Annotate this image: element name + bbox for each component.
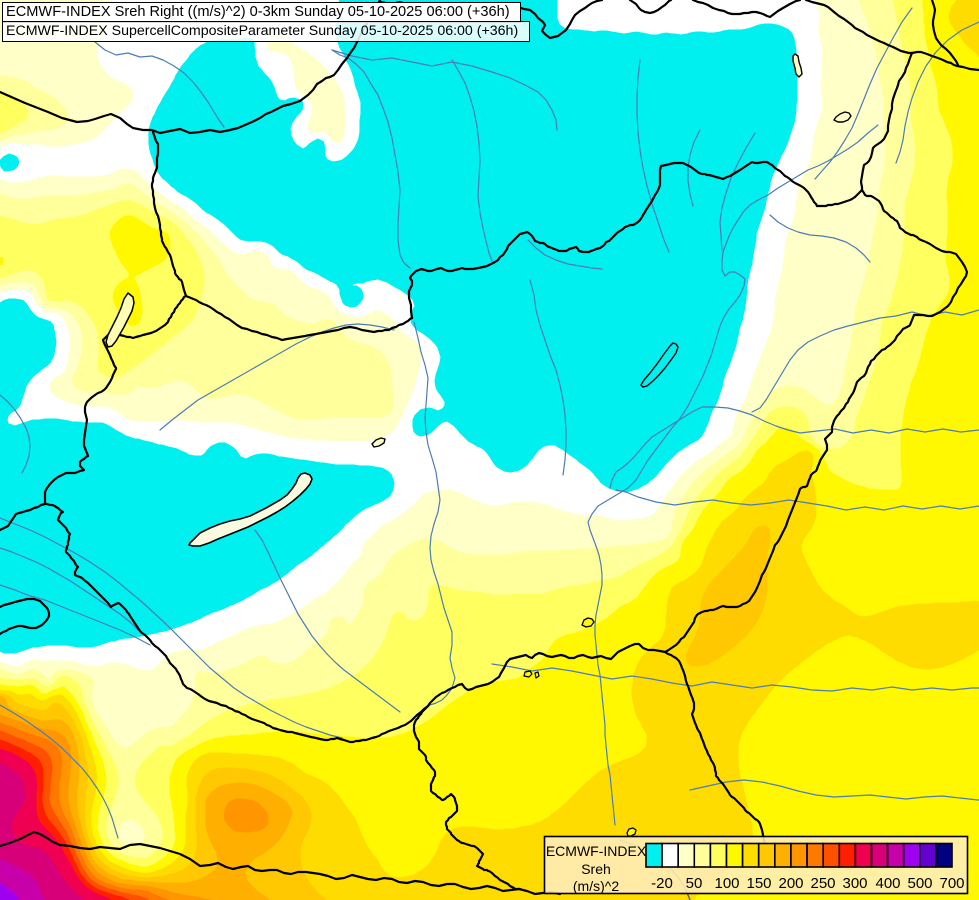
svg-text:250: 250 <box>810 875 835 892</box>
svg-text:Sreh: Sreh <box>581 861 611 877</box>
svg-text:50: 50 <box>686 875 703 892</box>
svg-text:(m/s)^2: (m/s)^2 <box>573 878 619 894</box>
svg-text:ECMWF-INDEX: ECMWF-INDEX <box>546 843 647 859</box>
svg-text:200: 200 <box>778 875 803 892</box>
svg-text:100: 100 <box>714 875 739 892</box>
svg-text:300: 300 <box>842 875 867 892</box>
svg-text:500: 500 <box>907 875 932 892</box>
svg-text:700: 700 <box>939 875 964 892</box>
svg-text:-20: -20 <box>651 875 673 892</box>
svg-text:150: 150 <box>746 875 771 892</box>
svg-text:400: 400 <box>875 875 900 892</box>
